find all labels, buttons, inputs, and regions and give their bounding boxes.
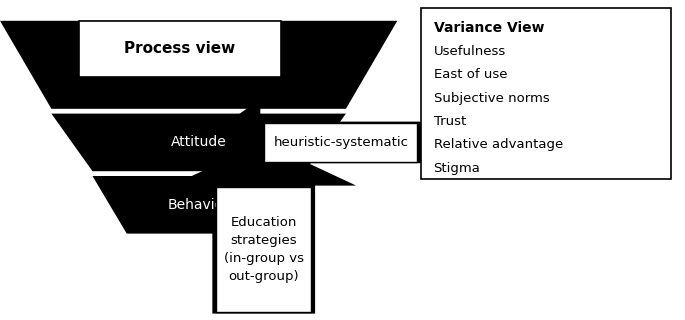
Text: heuristic-systematic: heuristic-systematic [273,136,408,149]
Text: Relative advantage: Relative advantage [434,138,563,151]
Text: Education
strategies
(in-group vs
out-group): Education strategies (in-group vs out-gr… [224,216,303,283]
Polygon shape [0,21,397,109]
Polygon shape [171,142,356,314]
FancyBboxPatch shape [264,123,417,162]
Text: Variance View: Variance View [434,21,544,36]
Polygon shape [51,114,346,171]
Text: Usefulness: Usefulness [434,45,506,58]
FancyBboxPatch shape [79,21,281,77]
Polygon shape [92,176,305,234]
Text: Process view: Process view [124,41,236,56]
Text: Stigma: Stigma [434,162,480,175]
Text: East of use: East of use [434,68,507,81]
Text: Trust: Trust [434,115,466,128]
FancyBboxPatch shape [216,187,311,312]
Text: Education: Education [164,58,234,72]
Text: Subjective norms: Subjective norms [434,92,549,105]
Text: Attitude: Attitude [171,135,227,149]
Polygon shape [199,99,421,186]
Text: Behavior: Behavior [168,198,229,212]
FancyBboxPatch shape [421,8,671,179]
